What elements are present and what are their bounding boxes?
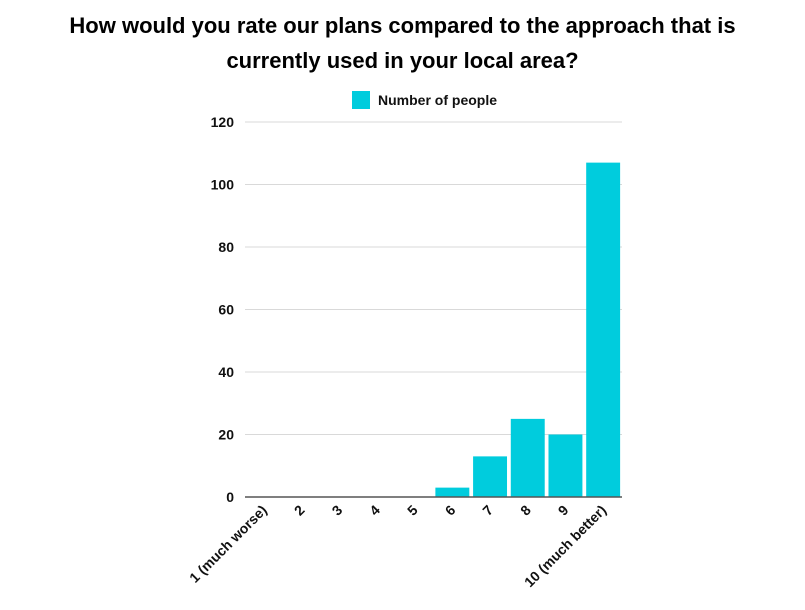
chart-title-line-1: How would you rate our plans compared to…	[69, 13, 736, 38]
x-tick-label: 9	[555, 502, 572, 519]
x-tick-label: 7	[479, 502, 496, 519]
chart-title: How would you rate our plans compared to…	[0, 8, 805, 78]
y-tick-label: 20	[218, 427, 234, 443]
x-tick-label: 6	[442, 502, 459, 519]
x-tick-label: 8	[517, 502, 534, 519]
x-tick-label: 5	[404, 502, 421, 519]
y-tick-label: 60	[218, 302, 234, 318]
y-tick-label: 120	[211, 114, 235, 130]
x-tick-label: 1 (much worse)	[186, 502, 270, 586]
chart-title-line-2: currently used in your local area?	[226, 48, 579, 73]
bars	[435, 162, 621, 497]
x-axis-ticks: 1 (much worse) 2 3 4 5 6 7 8 910 (much better)	[186, 502, 609, 590]
grid-lines	[245, 121, 622, 435]
y-tick-label: 80	[218, 239, 234, 255]
legend: Number of people	[352, 91, 497, 109]
bar	[548, 434, 583, 497]
x-tick-label: 2	[291, 502, 308, 519]
y-tick-label: 100	[211, 177, 235, 193]
bar	[473, 456, 508, 497]
bar	[510, 418, 545, 497]
x-tick-label: 4	[366, 502, 383, 519]
x-tick-label: 3	[329, 502, 346, 519]
y-axis-ticks: 0 20 40 60 80 100 120	[211, 114, 235, 505]
legend-label: Number of people	[378, 92, 497, 108]
y-tick-label: 40	[218, 364, 234, 380]
legend-swatch	[352, 91, 370, 109]
y-tick-label: 0	[226, 489, 234, 505]
bar	[435, 487, 470, 497]
bar	[586, 162, 621, 497]
